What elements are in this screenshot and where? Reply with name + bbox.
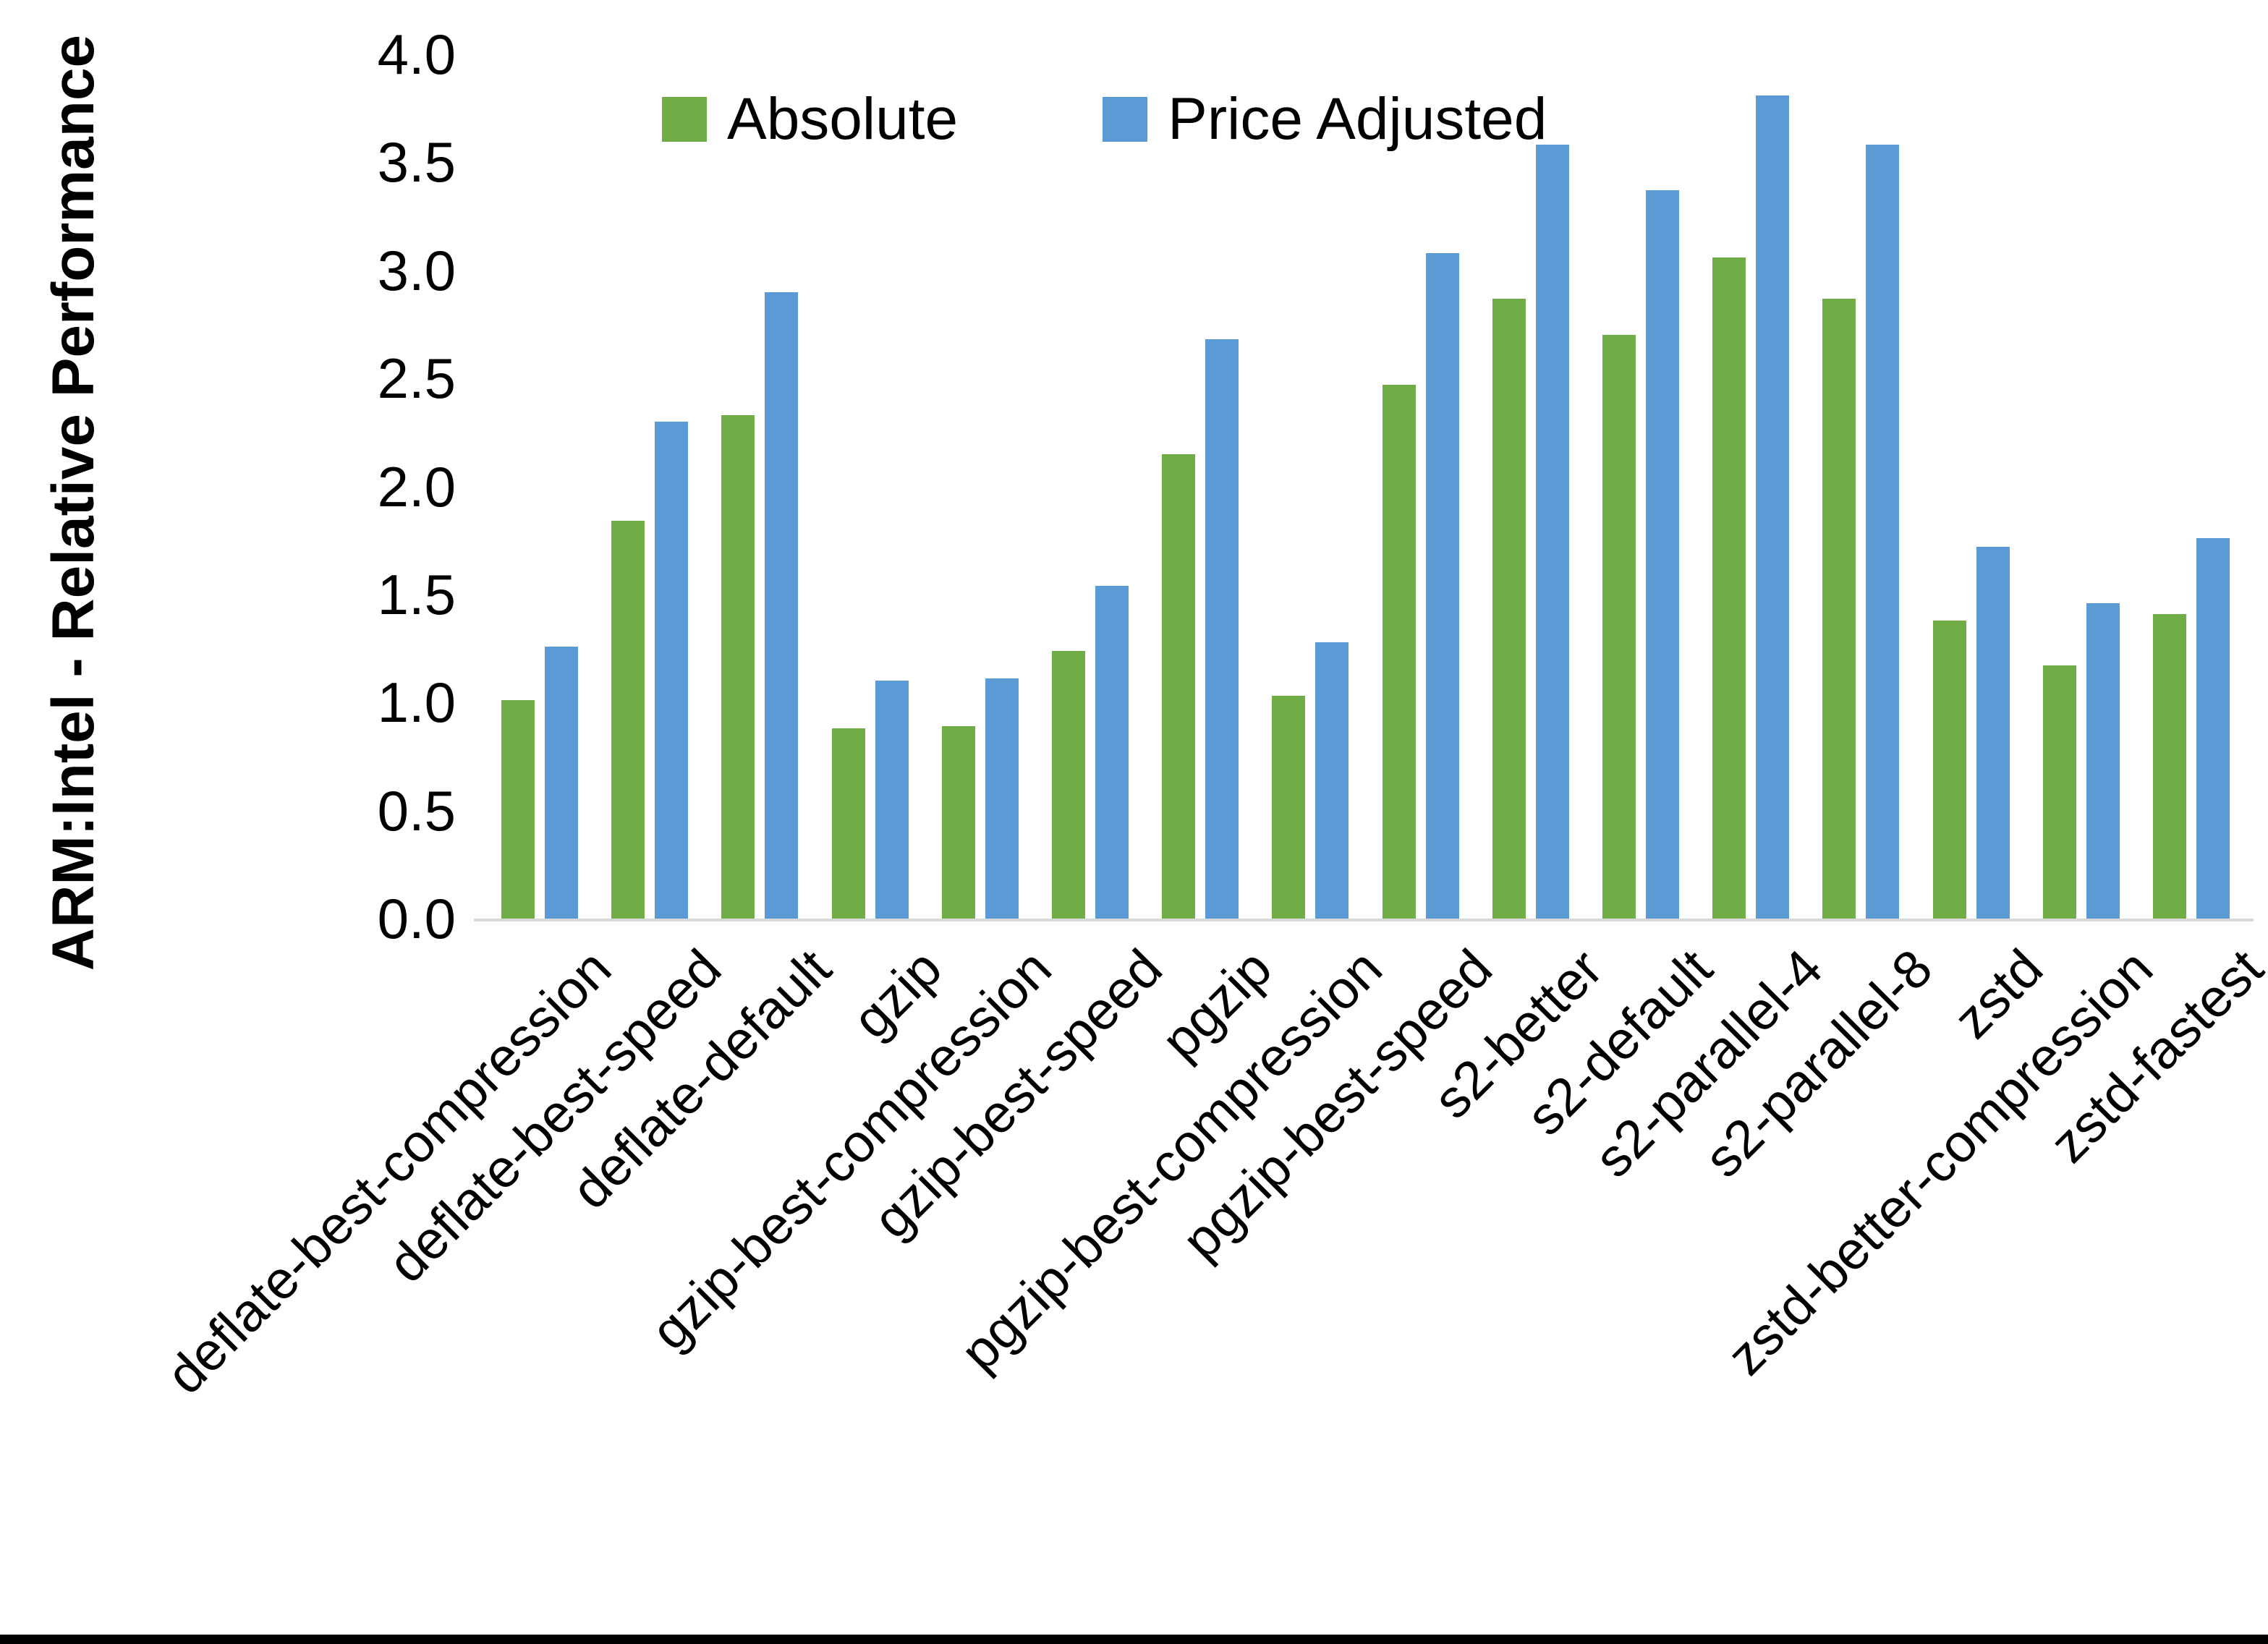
legend-swatch-price-adjusted xyxy=(1103,97,1148,142)
bar-absolute xyxy=(941,726,975,919)
bar-price-adjusted xyxy=(2086,602,2120,919)
bar-absolute xyxy=(831,728,865,919)
y-tick-label: 4.0 xyxy=(377,22,456,86)
x-axis-label: deflate-best-compression xyxy=(155,937,623,1405)
bar-price-adjusted xyxy=(765,291,799,919)
bar-price-adjusted xyxy=(1535,145,1569,919)
bar-price-adjusted xyxy=(655,421,689,919)
bar-absolute xyxy=(1382,385,1416,919)
bar-price-adjusted xyxy=(1976,547,2010,919)
bar-price-adjusted xyxy=(1095,585,1129,919)
bar-absolute xyxy=(1272,696,1306,919)
y-tick-label: 2.0 xyxy=(377,454,456,519)
y-axis-title: ARM:Intel - Relative Performance xyxy=(41,34,106,971)
legend-label-absolute: Absolute xyxy=(727,86,959,152)
bar-price-adjusted xyxy=(1645,190,1679,919)
bar-price-adjusted xyxy=(1756,95,1790,919)
bar-absolute xyxy=(1932,620,1966,919)
bar-absolute xyxy=(501,700,535,919)
bar-absolute xyxy=(1822,298,1856,919)
bar-price-adjusted xyxy=(1425,252,1459,919)
bottom-border xyxy=(0,1635,2268,1644)
bar-absolute xyxy=(1492,298,1526,919)
legend-item-absolute: Absolute xyxy=(662,85,958,153)
legend-swatch-absolute xyxy=(662,97,707,142)
bar-absolute xyxy=(1052,650,1086,919)
legend-item-price-adjusted: Price Adjusted xyxy=(1103,85,1547,153)
bar-absolute xyxy=(1162,453,1196,919)
bar-price-adjusted xyxy=(1205,339,1239,919)
y-tick-label: 0.5 xyxy=(377,778,456,843)
legend: Absolute Price Adjusted xyxy=(662,85,1547,153)
bar-absolute xyxy=(1712,257,1746,919)
bar-price-adjusted xyxy=(545,646,579,919)
bar-price-adjusted xyxy=(2196,538,2230,919)
bar-absolute xyxy=(2152,613,2186,919)
bar-absolute xyxy=(2042,665,2076,919)
y-tick-label: 1.0 xyxy=(377,670,456,735)
plot-area xyxy=(485,54,2246,919)
x-axis-line xyxy=(474,919,2254,921)
legend-label-price-adjusted: Price Adjusted xyxy=(1168,86,1547,152)
y-tick-label: 3.5 xyxy=(377,130,456,195)
bar-absolute xyxy=(611,521,645,919)
bar-price-adjusted xyxy=(1315,642,1349,919)
y-tick-label: 0.0 xyxy=(377,887,456,950)
bar-absolute xyxy=(1602,335,1636,919)
y-tick-label: 1.5 xyxy=(377,562,456,626)
bar-price-adjusted xyxy=(1866,145,1900,919)
bar-absolute xyxy=(721,414,755,919)
y-tick-label: 2.5 xyxy=(377,346,456,411)
bar-price-adjusted xyxy=(985,678,1019,919)
y-tick-label: 3.0 xyxy=(377,238,456,302)
bar-price-adjusted xyxy=(875,681,909,919)
